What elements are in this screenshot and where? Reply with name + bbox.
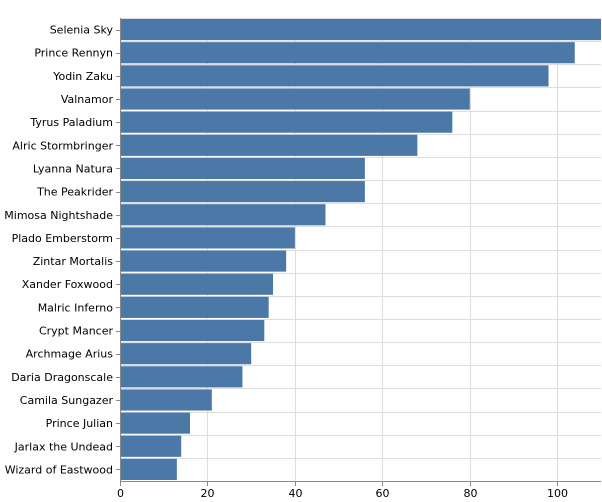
category-label: Jarlax the Undead [14,440,113,453]
x-tick-labels: 0 20 40 60 80 100 [117,487,568,500]
category-label: Archmage Arius [26,348,114,361]
category-label: Xander Foxwood [22,278,113,291]
x-tick-label: 100 [547,487,568,500]
bar [120,19,601,41]
category-label: Zintar Mortalis [33,255,114,268]
bar [120,227,295,249]
category-label: Camila Sungazer [20,394,114,407]
bar [120,296,269,318]
category-label: Lyanna Natura [33,162,113,175]
bar [120,343,252,365]
category-label: Prince Julian [46,417,113,430]
category-label: Tyrus Paladium [29,116,113,129]
x-tick-label: 40 [289,487,303,500]
category-label: Mimosa Nightshade [4,209,113,222]
bar [120,366,243,388]
category-label: Valnamor [61,93,114,106]
category-label: Malric Inferno [38,301,114,314]
category-label: Wizard of Eastwood [5,463,113,476]
category-label: Plado Emberstorm [12,232,113,245]
category-label: Yodin Zaku [52,70,113,83]
category-label: Daria Dragonscale [11,371,113,384]
x-tick-label: 0 [117,487,124,500]
bar [120,65,549,87]
category-label: Alric Stormbringer [12,139,113,152]
bar [120,458,177,480]
bar [120,204,326,226]
x-tick-label: 80 [464,487,478,500]
bar [120,273,274,295]
x-tick-label: 20 [201,487,215,500]
bar [120,181,365,203]
bar [120,42,575,64]
bar [120,111,453,133]
bar [120,250,287,272]
bar [120,319,265,342]
bar [120,389,212,411]
bar [120,134,418,156]
axes [116,18,601,486]
bars [120,19,601,480]
x-tick-label: 60 [376,487,390,500]
bar [120,435,182,457]
category-label: The Peakrider [36,186,113,199]
bar [120,88,470,110]
category-label: Prince Rennyn [34,47,113,60]
bar [120,157,365,180]
category-label: Crypt Mancer [39,325,114,338]
category-labels: Selenia Sky Prince Rennyn Yodin Zaku Valnam… [4,24,113,477]
category-label: Selenia Sky [50,24,114,37]
bar [120,412,190,434]
grid-lines [120,18,601,482]
